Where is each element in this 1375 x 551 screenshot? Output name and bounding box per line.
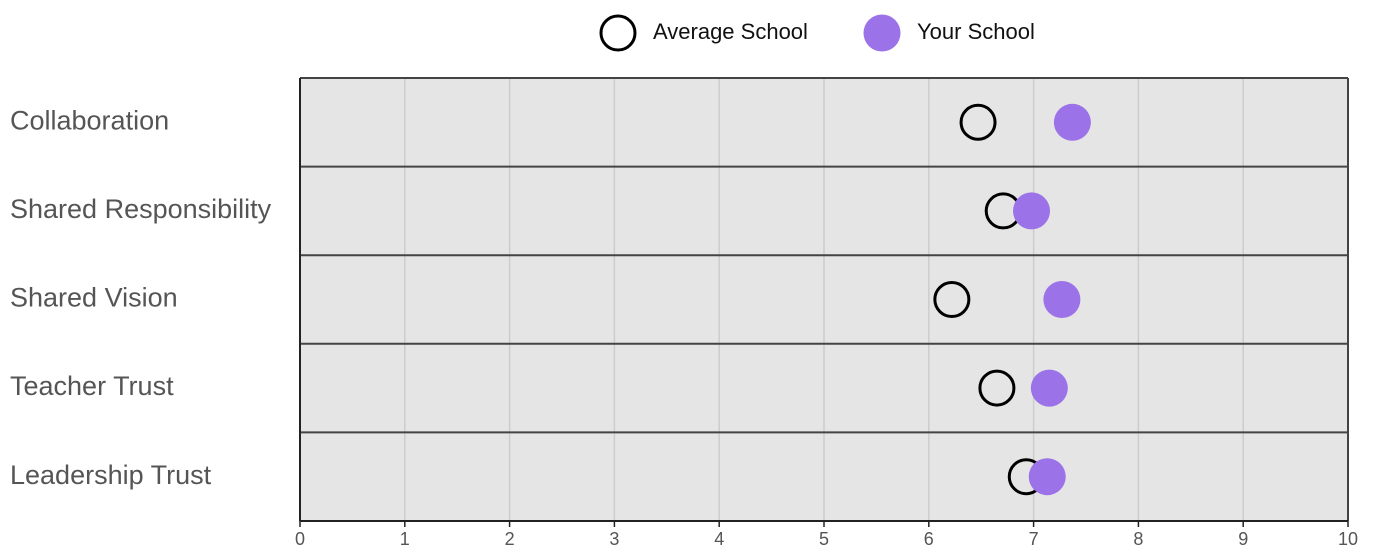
x-tick-label: 5 <box>819 529 829 549</box>
row-dividers <box>300 77 1349 521</box>
your-school-point <box>1030 369 1068 407</box>
category-label: Shared Responsibility <box>10 194 272 224</box>
category-label: Leadership Trust <box>10 460 212 490</box>
legend-label: Average School <box>653 19 808 44</box>
average-school-point <box>933 281 971 318</box>
legend-label: Your School <box>917 19 1035 44</box>
legend-item: Your School <box>863 14 1035 52</box>
x-tick-label: 1 <box>400 529 410 549</box>
your-school-point <box>1043 281 1081 318</box>
category-label: Teacher Trust <box>10 371 174 401</box>
your-school-point <box>1028 458 1066 496</box>
your-school-point <box>1013 192 1051 230</box>
x-tick-label: 3 <box>609 529 619 549</box>
x-tick-labels: 0 1 2 3 4 5 6 7 8 9 10 <box>295 521 1358 549</box>
legend: Average School Your School <box>599 14 1035 52</box>
x-tick-label: 9 <box>1238 529 1248 549</box>
data-marks <box>933 103 1091 496</box>
x-tick-label: 2 <box>505 529 515 549</box>
legend-item: Average School <box>599 14 808 52</box>
category-label: Shared Vision <box>10 283 178 313</box>
x-tick-label: 4 <box>714 529 724 549</box>
x-tick-label: 0 <box>295 529 305 549</box>
x-tick-label: 10 <box>1338 529 1358 549</box>
legend-filled-circle-icon <box>863 14 901 52</box>
x-tick-label: 8 <box>1133 529 1143 549</box>
legend-hollow-circle-icon <box>599 14 637 52</box>
your-school-point <box>1053 103 1091 141</box>
category-label: Collaboration <box>10 105 169 135</box>
x-tick-label: 6 <box>924 529 934 549</box>
category-labels: Collaboration Shared Responsibility Shared… <box>10 105 272 489</box>
x-tick-label: 7 <box>1029 529 1039 549</box>
average-school-point <box>978 369 1016 407</box>
average-school-point <box>959 103 997 141</box>
